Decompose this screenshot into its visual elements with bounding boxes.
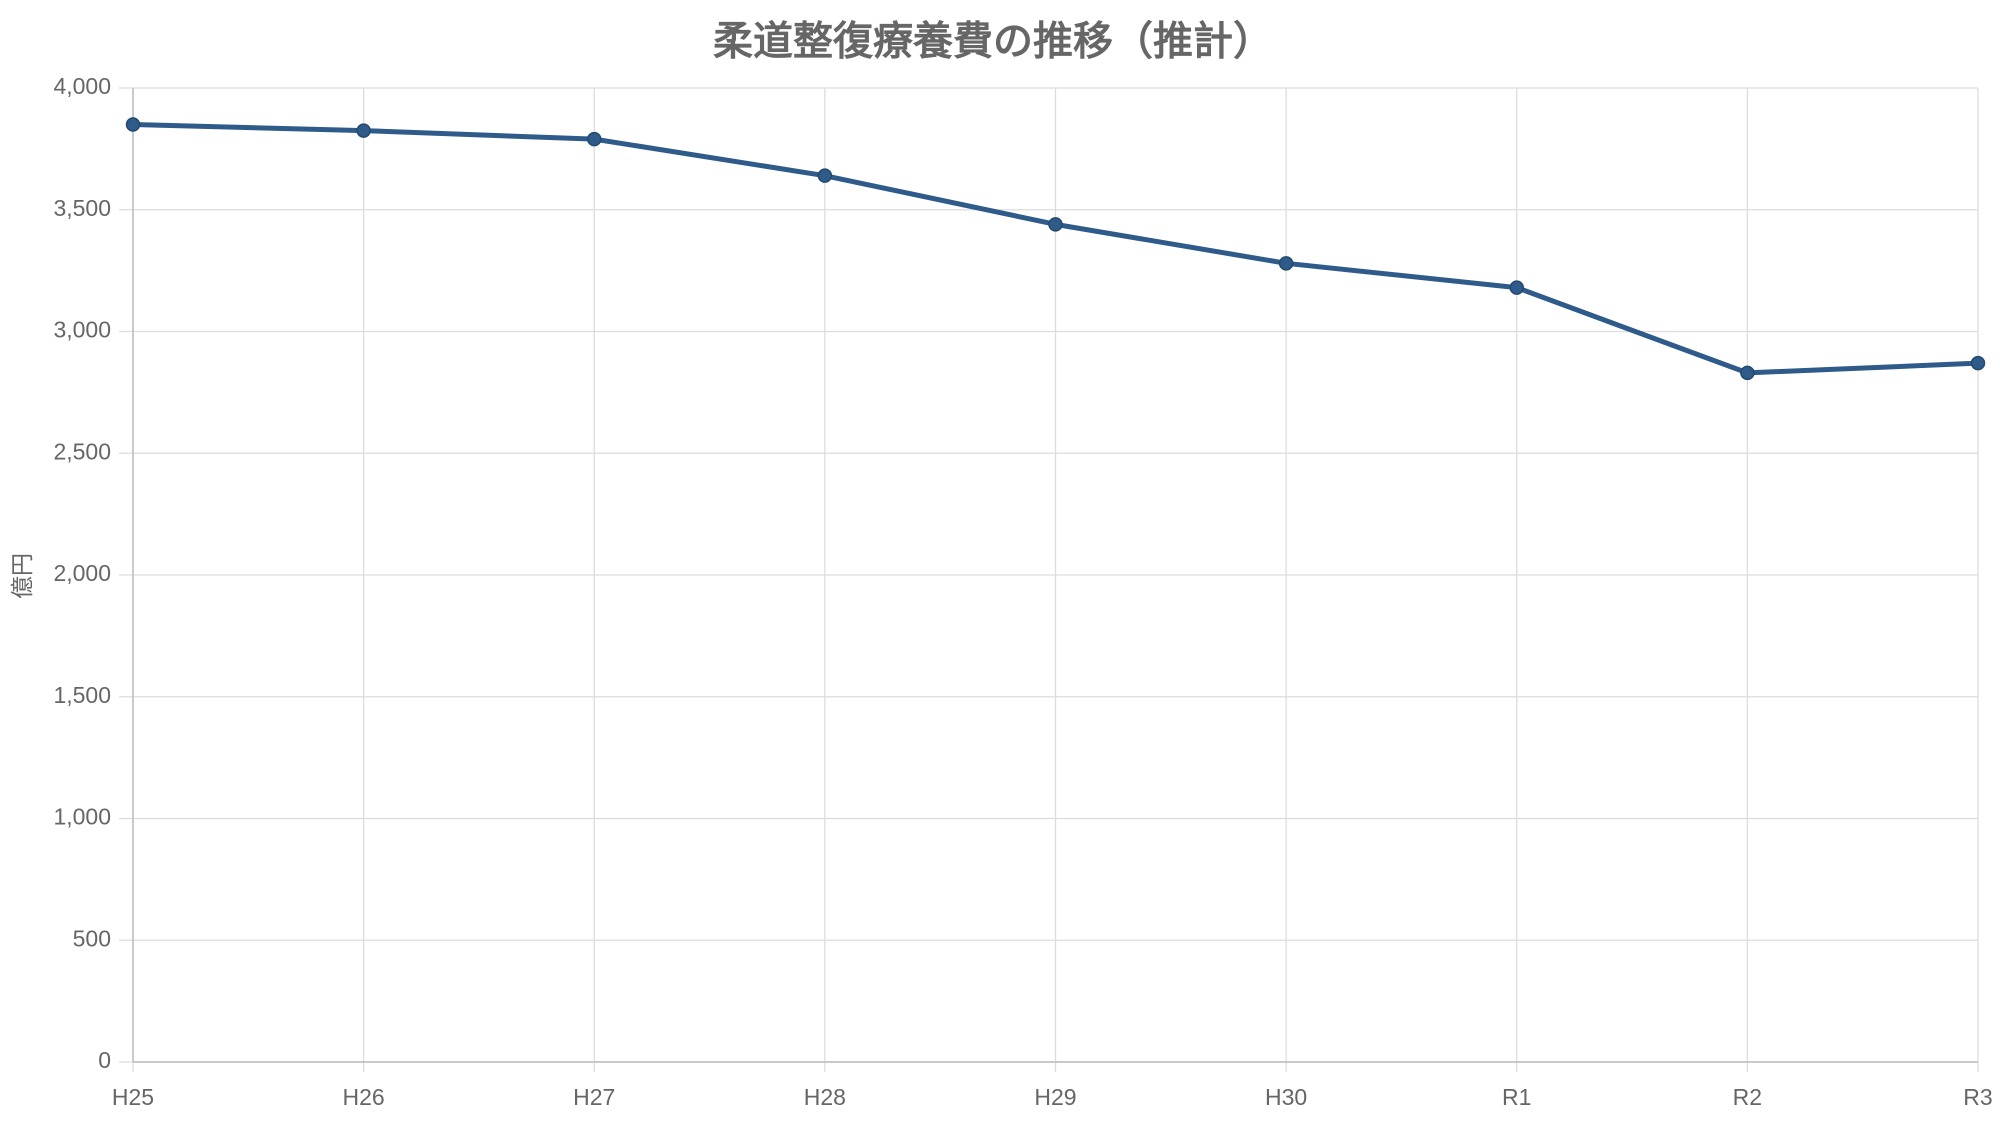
- point: [587, 131, 602, 147]
- x-tick-label: H28: [804, 1084, 846, 1110]
- y-tick-label: 4,000: [53, 73, 111, 99]
- point: [1509, 280, 1524, 295]
- x-tick-label: H26: [343, 1084, 385, 1110]
- point: [1048, 217, 1063, 232]
- point: [356, 123, 371, 138]
- chart-title: 柔道整復療養費の推移（推計）: [713, 20, 1273, 64]
- y-tick-label: 2,000: [53, 560, 111, 586]
- y-tick-label: 0: [98, 1047, 111, 1073]
- y-tick-label: 3,500: [53, 195, 111, 221]
- x-tick-label: R2: [1733, 1084, 1762, 1110]
- y-tick-label: 500: [73, 925, 111, 951]
- point: [125, 117, 141, 132]
- x-tick-label: H29: [1034, 1084, 1076, 1110]
- y-tick-label: 1,500: [53, 682, 111, 708]
- x-tick-label: H25: [112, 1084, 154, 1110]
- point: [1970, 355, 1986, 371]
- y-tick-label: 3,000: [53, 317, 111, 343]
- x-tick-label: H30: [1265, 1084, 1307, 1110]
- point: [817, 168, 833, 183]
- x-tick-label: R1: [1502, 1084, 1531, 1110]
- point: [1740, 365, 1755, 381]
- x-tick-label: H27: [573, 1084, 615, 1110]
- y-axis-label: 億円: [9, 553, 35, 599]
- y-tick-label: 1,000: [53, 804, 111, 830]
- x-tick-label: R3: [1963, 1084, 1992, 1110]
- point: [1278, 256, 1294, 271]
- y-tick-label: 2,500: [53, 438, 111, 464]
